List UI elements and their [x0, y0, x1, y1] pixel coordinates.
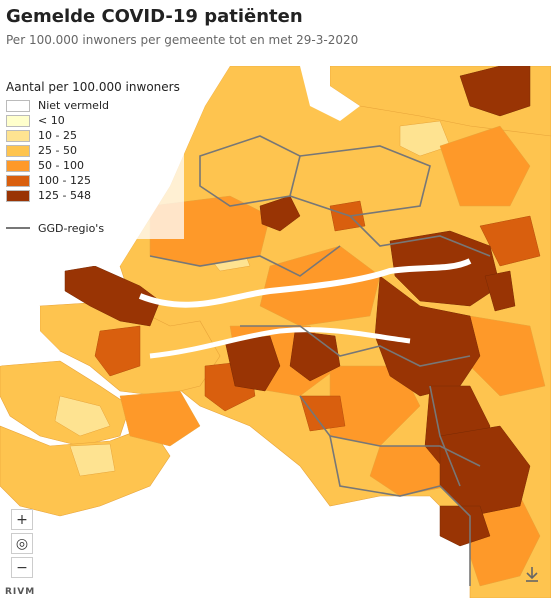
legend-class-label: 50 - 100: [38, 159, 84, 172]
ggd-boundaries: [149, 135, 491, 586]
map-legend: Aantal per 100.000 inwoners Niet vermeld…: [6, 78, 184, 239]
legend-class-label: 25 - 50: [38, 144, 77, 157]
legend-title: Aantal per 100.000 inwoners: [6, 80, 180, 94]
legend-swatch: [6, 129, 30, 142]
legend-class-row: 25 - 50: [6, 143, 180, 158]
locate-button[interactable]: ◎: [11, 533, 33, 554]
area-light-4: [69, 443, 116, 477]
legend-class-row: 100 - 125: [6, 173, 180, 188]
ggd-boundary-line-icon: [6, 227, 30, 229]
legend-boundary-row: GGD-regio's: [6, 221, 180, 235]
area-orange-5: [439, 125, 531, 207]
rivm-logo: RIVM: [5, 587, 36, 597]
water-inner-lake: [300, 66, 360, 121]
legend-class-row: 50 - 100: [6, 158, 180, 173]
legend-class-label: Niet vermeld: [38, 99, 109, 112]
area-dark-orange-4: [479, 215, 541, 267]
area-light-2: [54, 395, 111, 437]
area-light-1: [399, 120, 451, 157]
area-dark-orange-1: [94, 325, 141, 377]
map-title: Gemelde COVID-19 patiënten: [6, 6, 303, 27]
area-darkest-9: [439, 505, 491, 547]
area-darkest-11: [484, 270, 516, 312]
legend-swatch: [6, 144, 30, 157]
legend-class-label: 10 - 25: [38, 129, 77, 142]
legend-swatch: [6, 114, 30, 127]
legend-swatch: [6, 99, 30, 112]
legend-class-label: 125 - 548: [38, 189, 91, 202]
zoom-out-button[interactable]: −: [11, 557, 33, 578]
choropleth-map[interactable]: [0, 66, 551, 598]
legend-class-row: < 10: [6, 113, 180, 128]
zoom-in-button[interactable]: +: [11, 509, 33, 530]
water-west: [0, 276, 60, 366]
legend-class-label: < 10: [38, 114, 65, 127]
area-darkest-5: [224, 335, 281, 392]
area-darkest-6: [289, 330, 341, 382]
legend-classes: Niet vermeld < 10 10 - 25 25 - 50 50 - 100 10…: [6, 98, 180, 203]
area-darkest-2: [259, 195, 301, 232]
legend-class-row: 10 - 25: [6, 128, 180, 143]
legend-class-label: 100 - 125: [38, 174, 91, 187]
area-darkest-1: [64, 265, 161, 327]
map-svg[interactable]: [0, 66, 551, 598]
river-1: [138, 258, 472, 308]
legend-class-row: Niet vermeld: [6, 98, 180, 113]
river-2: [149, 327, 411, 359]
download-icon-glyph: [526, 567, 538, 582]
area-darkest-10: [459, 66, 531, 117]
legend-swatch: [6, 159, 30, 172]
area-dark-orange-5: [299, 395, 346, 432]
map-subtitle: Per 100.000 inwoners per gemeente tot en…: [6, 33, 359, 47]
map-controls: + ◎ −: [11, 509, 33, 578]
legend-swatch: [6, 174, 30, 187]
area-orange-7: [119, 390, 201, 447]
download-icon[interactable]: [521, 563, 543, 585]
legend-boundary-label: GGD-regio's: [38, 221, 105, 235]
legend-swatch: [6, 189, 30, 202]
legend-class-row: 125 - 548: [6, 188, 180, 203]
